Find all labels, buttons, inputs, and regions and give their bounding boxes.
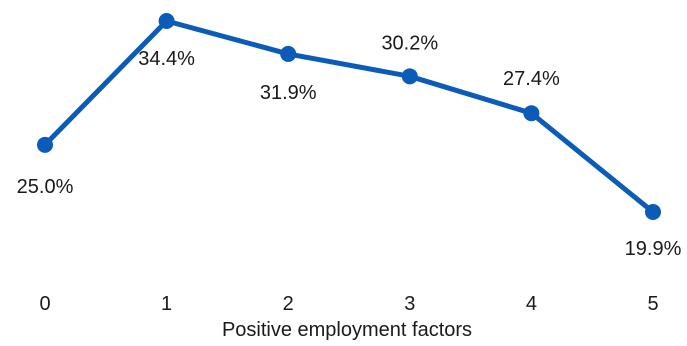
x-tick-label: 3 bbox=[404, 293, 415, 315]
data-labels-layer: 25.0% 34.4% 31.9% 30.2% 27.4% 19.9% bbox=[17, 32, 682, 260]
series-layer bbox=[42, 18, 656, 215]
data-label: 19.9% bbox=[625, 238, 682, 260]
data-label: 30.2% bbox=[381, 32, 438, 54]
x-tick-label: 0 bbox=[39, 293, 50, 315]
x-tick-label: 1 bbox=[161, 293, 172, 315]
data-label: 34.4% bbox=[138, 48, 195, 70]
points-layer bbox=[37, 13, 661, 220]
data-point bbox=[158, 13, 175, 29]
data-label: 31.9% bbox=[260, 82, 317, 104]
data-point bbox=[280, 45, 297, 62]
data-point bbox=[523, 105, 540, 122]
data-point bbox=[645, 204, 661, 220]
x-axis-ticks: 0 1 2 3 4 5 bbox=[39, 293, 658, 315]
x-tick-label: 4 bbox=[526, 293, 537, 315]
series-line bbox=[42, 18, 656, 215]
data-label: 27.4% bbox=[503, 68, 560, 90]
data-point bbox=[37, 136, 53, 153]
data-point bbox=[401, 68, 418, 85]
data-label: 25.0% bbox=[17, 176, 74, 198]
x-axis-title: Positive employment factors bbox=[222, 319, 472, 341]
x-tick-label: 2 bbox=[283, 293, 294, 315]
x-tick-label: 5 bbox=[647, 293, 658, 315]
